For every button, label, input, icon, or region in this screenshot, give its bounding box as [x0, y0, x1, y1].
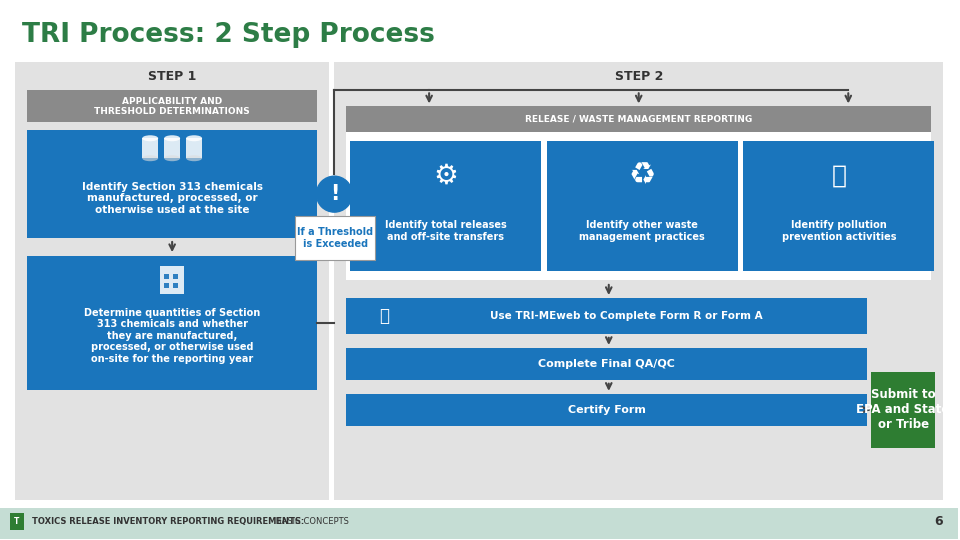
Bar [164, 138, 180, 158]
Text: ⚙: ⚙ [433, 161, 458, 189]
Bar [347, 106, 931, 132]
Text: BASIC CONCEPTS: BASIC CONCEPTS [274, 517, 349, 526]
Text: 💻: 💻 [379, 307, 389, 325]
Bar [347, 348, 867, 380]
Text: STEP 1: STEP 1 [148, 70, 197, 83]
Bar [347, 132, 931, 280]
Text: !: ! [329, 184, 339, 204]
Text: If a Threshold
is Exceeded: If a Threshold is Exceeded [298, 227, 373, 249]
Bar [186, 138, 203, 158]
Text: 🏭: 🏭 [831, 163, 847, 187]
Bar [743, 141, 934, 271]
Ellipse shape [142, 155, 158, 161]
Text: TOXICS RELEASE INVENTORY REPORTING REQUIREMENTS:: TOXICS RELEASE INVENTORY REPORTING REQUI… [32, 517, 304, 526]
Text: Identify pollution
prevention activities: Identify pollution prevention activities [781, 220, 896, 242]
Text: TRI Process: 2 Step Process: TRI Process: 2 Step Process [22, 23, 435, 49]
Bar [164, 283, 169, 288]
Text: Identify Section 313 chemicals
manufactured, processed, or
otherwise used at the: Identify Section 313 chemicals manufactu… [82, 181, 263, 215]
Bar [347, 394, 867, 426]
Bar [142, 138, 158, 158]
Text: ♻: ♻ [629, 161, 656, 190]
Text: Submit to
EPA and State
or Tribe: Submit to EPA and State or Tribe [856, 388, 949, 431]
Text: Determine quantities of Section
313 chemicals and whether
they are manufactured,: Determine quantities of Section 313 chem… [84, 308, 260, 364]
Ellipse shape [164, 155, 180, 161]
Ellipse shape [142, 136, 158, 141]
Bar [164, 274, 169, 279]
Bar [173, 283, 179, 288]
Bar [334, 63, 943, 500]
Text: Identify other waste
management practices: Identify other waste management practice… [579, 220, 705, 242]
Bar [0, 508, 958, 539]
Ellipse shape [186, 136, 203, 141]
Text: Certify Form: Certify Form [567, 404, 646, 415]
Bar [547, 141, 737, 271]
Bar [10, 512, 24, 530]
Text: STEP 2: STEP 2 [614, 70, 663, 83]
Text: Identify total releases
and off-site transfers: Identify total releases and off-site tra… [385, 220, 507, 242]
Bar [296, 216, 375, 260]
Text: T: T [14, 517, 19, 526]
Ellipse shape [186, 155, 203, 161]
Bar [160, 266, 184, 294]
Ellipse shape [164, 136, 180, 141]
Text: Use TRI-MEweb to Complete Form R or Form A: Use TRI-MEweb to Complete Form R or Form… [491, 311, 763, 321]
Text: RELEASE / WASTE MANAGEMENT REPORTING: RELEASE / WASTE MANAGEMENT REPORTING [525, 115, 753, 124]
Bar [872, 372, 935, 448]
Circle shape [317, 176, 352, 212]
Bar [350, 141, 540, 271]
Bar [27, 90, 318, 122]
Bar [27, 130, 318, 238]
Text: Complete Final QA/QC: Complete Final QA/QC [539, 359, 675, 369]
Text: 6: 6 [934, 515, 943, 528]
Bar [15, 63, 329, 500]
Bar [347, 298, 867, 334]
Bar [27, 256, 318, 390]
Text: APPLICABILITY AND
THRESHOLD DETERMINATIONS: APPLICABILITY AND THRESHOLD DETERMINATIO… [94, 97, 250, 116]
Bar [173, 274, 179, 279]
